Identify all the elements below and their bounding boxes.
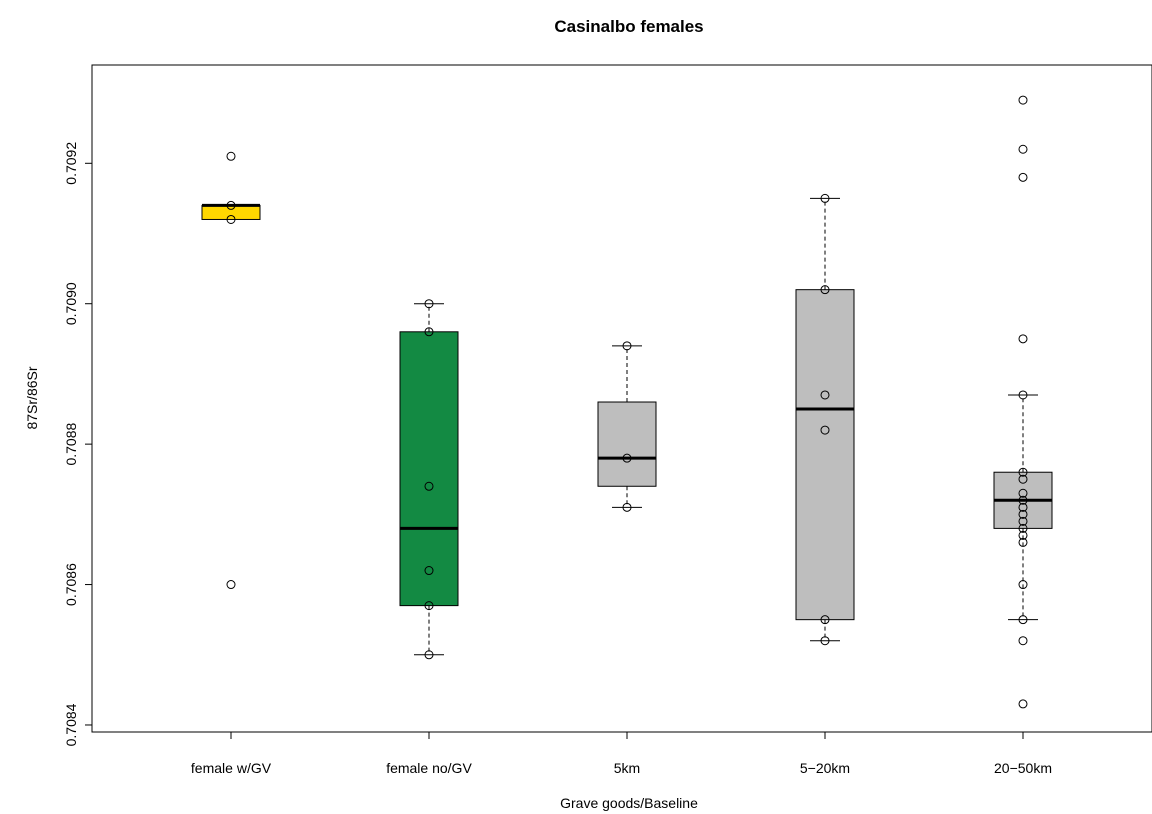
data-point bbox=[820, 636, 830, 646]
points-layer bbox=[226, 95, 1028, 709]
data-point bbox=[226, 151, 236, 161]
data-point bbox=[622, 453, 632, 463]
data-point bbox=[622, 341, 632, 351]
x-tick-label: 20−50km bbox=[994, 760, 1052, 776]
box bbox=[201, 204, 261, 220]
x-tick-label: 5km bbox=[614, 760, 640, 776]
y-tick-label: 0.7088 bbox=[63, 423, 79, 466]
data-point bbox=[1018, 172, 1028, 182]
box-group bbox=[399, 303, 459, 656]
plot-frame bbox=[91, 64, 1152, 733]
data-point bbox=[1018, 390, 1028, 400]
data-point bbox=[424, 566, 434, 576]
data-point bbox=[1018, 537, 1028, 547]
data-point bbox=[820, 285, 830, 295]
box bbox=[399, 331, 459, 607]
data-point bbox=[820, 425, 830, 435]
box-group bbox=[201, 203, 261, 220]
box bbox=[795, 289, 855, 621]
box-group bbox=[993, 394, 1053, 621]
data-point bbox=[1018, 502, 1028, 512]
box-group bbox=[597, 345, 657, 508]
boxes-layer bbox=[201, 197, 1053, 656]
data-point bbox=[226, 580, 236, 590]
x-tick-label: female no/GV bbox=[386, 760, 472, 776]
data-point bbox=[1018, 95, 1028, 105]
data-point bbox=[1018, 636, 1028, 646]
data-point bbox=[424, 650, 434, 660]
data-point bbox=[1018, 580, 1028, 590]
data-point bbox=[1018, 523, 1028, 533]
y-axis: 0.7084 0.7086 0.7088 0.7090 0.7092 bbox=[63, 142, 92, 746]
data-point bbox=[1018, 615, 1028, 625]
y-tick-label: 0.7090 bbox=[63, 282, 79, 325]
box-group bbox=[795, 197, 855, 642]
data-point bbox=[1018, 516, 1028, 526]
data-point bbox=[226, 200, 236, 210]
data-point bbox=[1018, 509, 1028, 519]
y-tick-label: 0.7084 bbox=[63, 703, 79, 746]
data-point bbox=[1018, 334, 1028, 344]
data-point bbox=[820, 193, 830, 203]
data-point bbox=[1018, 488, 1028, 498]
x-axis-label: Grave goods/Baseline bbox=[560, 795, 698, 811]
data-point bbox=[622, 502, 632, 512]
y-tick-label: 0.7086 bbox=[63, 563, 79, 606]
box bbox=[597, 401, 657, 487]
x-tick-label: female w/GV bbox=[191, 760, 272, 776]
data-point bbox=[1018, 467, 1028, 477]
data-point bbox=[1018, 495, 1028, 505]
y-axis-label: 87Sr/86Sr bbox=[24, 366, 40, 429]
chart-title: Casinalbo females bbox=[554, 17, 703, 36]
data-point bbox=[226, 214, 236, 224]
data-point bbox=[820, 390, 830, 400]
data-point bbox=[424, 601, 434, 611]
data-point bbox=[1018, 530, 1028, 540]
data-point bbox=[424, 327, 434, 337]
data-point bbox=[424, 299, 434, 309]
data-point bbox=[1018, 144, 1028, 154]
data-point bbox=[820, 615, 830, 625]
y-tick-label: 0.7092 bbox=[63, 142, 79, 185]
x-axis: female w/GV female no/GV 5km 5−20km 20−50km bbox=[191, 732, 1052, 776]
x-tick-label: 5−20km bbox=[800, 760, 850, 776]
data-point bbox=[1018, 699, 1028, 709]
data-point bbox=[1018, 474, 1028, 484]
data-point bbox=[424, 481, 434, 491]
